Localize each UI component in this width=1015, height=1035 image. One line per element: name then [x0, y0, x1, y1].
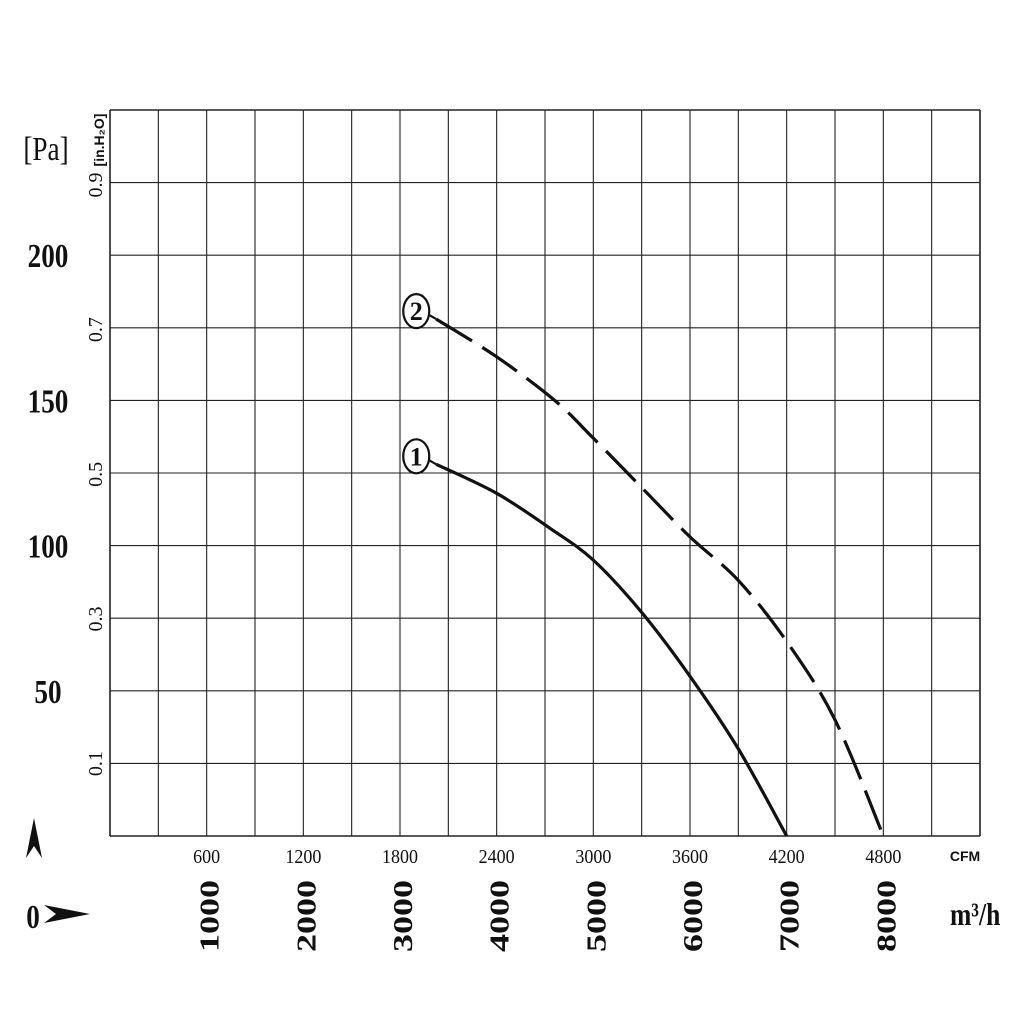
x-tick-label-cfm: 1200	[285, 846, 321, 868]
series-1-line	[435, 462, 789, 837]
series-2-label: 2	[410, 297, 423, 326]
x-tick-label-m3h: 6000	[678, 880, 708, 952]
x-tick-label-cfm: 3000	[575, 846, 611, 868]
y-tick-label-pa: 150	[28, 383, 69, 421]
x-tick-label-cfm: 4200	[769, 846, 805, 868]
series-2-marker-leader	[428, 314, 437, 321]
y-tick-label-inh2o: 0.7	[85, 317, 107, 342]
y-tick-label-pa: 200	[28, 237, 69, 275]
y-tick-label-inh2o: 0.3	[85, 606, 107, 631]
x-tick-label-m3h: 8000	[872, 880, 902, 952]
x-tick-label-cfm: 600	[193, 846, 220, 868]
x-tick-label-cfm: 3600	[672, 846, 708, 868]
series-1-marker-leader	[428, 459, 437, 466]
y-tick-label-inh2o: 0.9	[85, 172, 107, 197]
x-tick-label-cfm: 2400	[479, 846, 515, 868]
x-tick-label-cfm: 1800	[382, 846, 418, 868]
x-tick-label-cfm: 4800	[865, 846, 901, 868]
series-2-line	[435, 317, 885, 837]
x-unit-m3h: m³/h	[950, 897, 1000, 932]
y-tick-label-inh2o: 0.1	[85, 751, 107, 776]
x-unit-cfm: CFM	[950, 848, 980, 864]
series-1-label: 1	[410, 442, 423, 471]
x-tick-label-m3h: 4000	[485, 880, 515, 952]
series-2-marker-circle	[402, 292, 431, 330]
y-tick-label-inh2o: 0.5	[85, 462, 107, 487]
y-unit-pa: [Pa]	[23, 130, 68, 168]
series-1-marker-circle	[402, 438, 431, 475]
y-unit-inh2o: [in.H₂O]	[91, 114, 107, 167]
x-tick-label-m3h: 7000	[775, 880, 805, 952]
y-tick-label-pa: 50	[34, 673, 61, 711]
x-tick-label-m3h: 2000	[292, 880, 322, 952]
x-tick-label-m3h: 1000	[195, 880, 225, 952]
x-axis-arrow-icon	[44, 905, 90, 923]
y-axis-arrow-icon	[26, 818, 42, 858]
origin-label: 0	[26, 898, 40, 936]
y-tick-label-pa: 100	[28, 528, 69, 566]
series-layer	[435, 317, 885, 837]
x-tick-label-m3h: 3000	[388, 880, 418, 952]
x-tick-label-m3h: 5000	[582, 880, 612, 952]
grid	[109, 109, 981, 837]
